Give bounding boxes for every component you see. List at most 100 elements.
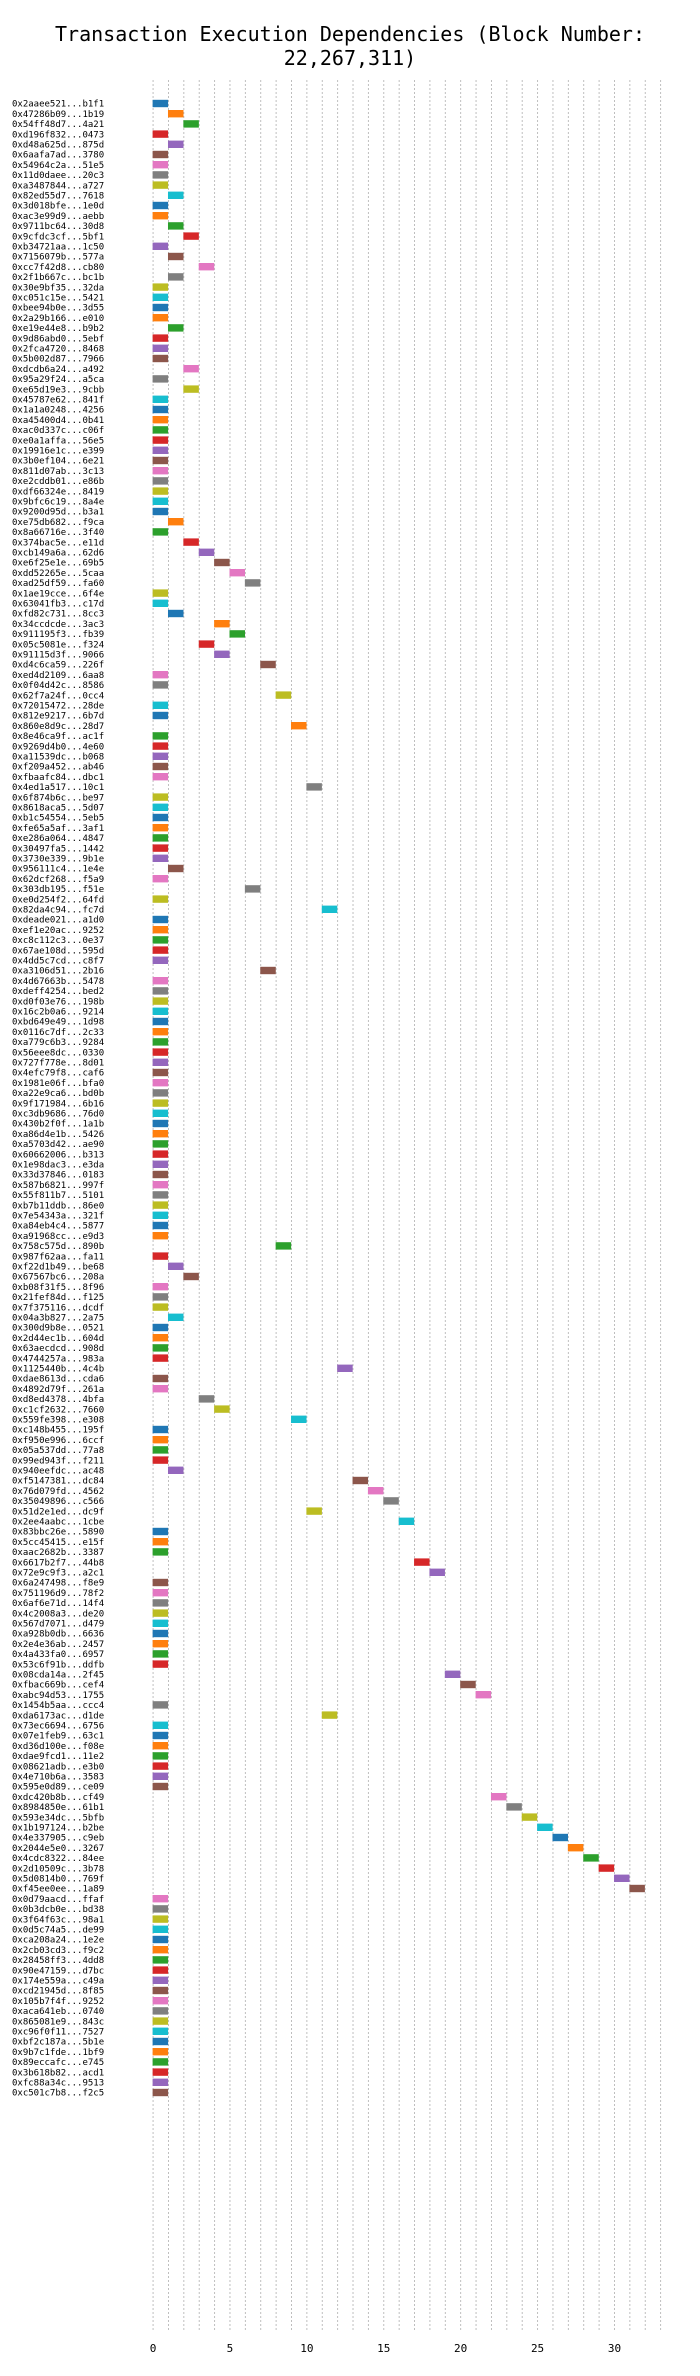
gantt-bar <box>152 1782 169 1791</box>
gantt-bar <box>152 926 169 934</box>
y-tick-label: 0x63aecdcd...908d <box>12 1344 104 1354</box>
gantt-bar <box>152 1925 169 1933</box>
gantt-bar <box>152 1997 169 2005</box>
gantt-bar <box>152 1334 169 1342</box>
y-tick-label: 0x9d86abd0...5ebf <box>12 334 104 344</box>
gantt-bar <box>214 558 230 567</box>
gantt-bar <box>183 365 199 373</box>
y-tick-label: 0xb1c54554...5eb5 <box>12 814 104 824</box>
y-tick-label: 0x727f778e...8d01 <box>12 1059 104 1069</box>
y-tick-label: 0x62f7a24f...0cc4 <box>12 691 104 701</box>
gantt-bar <box>152 344 169 352</box>
y-tick-label: 0x6f874b6c...be97 <box>12 793 104 803</box>
gantt-bar <box>152 1436 169 1444</box>
y-tick-label: 0x303db195...f51e <box>12 885 104 895</box>
gantt-bar <box>152 1385 169 1393</box>
y-tick-label: 0xfbaafc84...dbc1 <box>12 773 104 783</box>
gantt-bar <box>167 140 184 148</box>
gantt-bar <box>152 1721 169 1729</box>
y-tick-label: 0x587b6821...997f <box>12 1181 104 1191</box>
y-tick-label: 0x1125440b...4c4b <box>12 1365 104 1375</box>
y-tick-label: 0x07e1feb9...63c1 <box>12 1732 104 1742</box>
gantt-bar <box>152 711 169 720</box>
gantt-bar <box>183 120 199 128</box>
gantt-bar <box>152 1976 169 1984</box>
gantt-bar <box>167 110 184 118</box>
y-tick-label: 0x4e337905...c9eb <box>12 1834 104 1844</box>
gantt-bar <box>198 640 215 648</box>
gantt-bar <box>167 518 184 526</box>
y-tick-label: 0xdeade021...a1d0 <box>12 916 104 926</box>
gantt-bar <box>167 273 184 281</box>
y-tick-label: 0xe75db682...f9ca <box>12 518 104 528</box>
y-tick-label: 0x83bbc26e...5890 <box>12 1528 104 1538</box>
gantt-bar <box>152 2007 169 2015</box>
gantt-bar <box>460 1680 476 1689</box>
y-tick-label: 0x300d9b8e...0521 <box>12 1324 104 1334</box>
y-tick-label: 0xfc88a34c...9513 <box>12 2079 104 2089</box>
y-tick-label: 0xdf66324e...8419 <box>12 487 104 497</box>
y-tick-label: 0x1e98dac3...e3da <box>12 1161 104 1171</box>
gantt-bar <box>152 987 169 995</box>
gantt-bar <box>152 599 169 607</box>
gantt-bar <box>152 915 169 924</box>
y-tick-label: 0xd4c6ca59...226f <box>12 661 104 671</box>
gantt-bar <box>152 426 169 434</box>
gantt-bar <box>537 1823 553 1831</box>
gantt-bar <box>152 293 169 301</box>
gantt-bar <box>152 477 169 485</box>
y-tick-label: 0xed4d2109...6aa8 <box>12 671 104 681</box>
y-tick-label: 0x751196d9...78f2 <box>12 1589 104 1599</box>
y-tick-label: 0xa84eb4c4...5877 <box>12 1222 104 1232</box>
gantt-bar <box>152 1640 169 1648</box>
y-tick-label: 0xdd52265e...5caa <box>12 569 104 579</box>
gantt-bar <box>152 1130 169 1138</box>
gantt-bar <box>152 1446 169 1454</box>
gantt-bar <box>152 2088 169 2097</box>
y-tick-label: 0x1a1a0248...4256 <box>12 406 104 416</box>
y-tick-label: 0x51d2e1ed...dc9f <box>12 1507 104 1517</box>
y-tick-label: 0x1454b5aa...ccc4 <box>12 1701 104 1711</box>
gantt-bar <box>152 1303 169 1311</box>
gantt-bar <box>337 1364 353 1372</box>
y-tick-label: 0xd36d100e...f08e <box>12 1742 104 1752</box>
gantt-bar <box>152 803 169 811</box>
y-tick-label: 0xa22e9ca6...bd0b <box>12 1089 104 1099</box>
gantt-bar <box>152 1201 169 1209</box>
y-tick-label: 0xc3db9686...76d0 <box>12 1110 104 1120</box>
bars <box>152 99 645 2097</box>
y-tick-label: 0xa91968cc...e9d3 <box>12 1232 104 1242</box>
gantt-bar <box>152 1058 169 1066</box>
y-tick-label: 0x2fca4720...8468 <box>12 345 104 355</box>
y-tick-label: 0xf45ee0ee...1a89 <box>12 1885 104 1895</box>
gantt-bar <box>152 1211 169 1219</box>
y-tick-label: 0xfd82c731...8cc3 <box>12 610 104 620</box>
gantt-bar <box>152 813 169 822</box>
y-tick-label: 0x430b2f0f...1a1b <box>12 1120 104 1130</box>
y-tick-label: 0x08cda14a...2f45 <box>12 1671 104 1681</box>
y-tick-label: 0xad25df59...fa60 <box>12 579 104 589</box>
y-tick-label: 0x47286b09...1b19 <box>12 110 104 120</box>
y-tick-label: 0x9f171984...6b16 <box>12 1099 104 1109</box>
gantt-bar <box>214 1405 230 1413</box>
y-tick-label: 0x758c575d...890b <box>12 1242 104 1252</box>
gantt-bar <box>152 1578 169 1587</box>
gantt-bar <box>152 875 169 883</box>
gantt-bar <box>152 161 169 169</box>
gantt-bar <box>152 1293 169 1301</box>
y-tick-label: 0x9200d95d...b3a1 <box>12 508 104 518</box>
y-tick-label: 0x9b7c1fde...1bf9 <box>12 2048 104 2058</box>
gantt-bar <box>275 691 292 699</box>
gantt-bar <box>152 997 169 1005</box>
y-tick-label: 0x4e710b6a...3583 <box>12 1773 104 1783</box>
y-tick-label: 0x08621adb...e3b0 <box>12 1762 104 1772</box>
gantt-bar <box>152 303 169 312</box>
gantt-bar <box>152 1252 169 1260</box>
y-tick-label: 0xac3e99d9...aebb <box>12 212 104 222</box>
gantt-bar <box>152 1956 169 1964</box>
gantt-bar <box>152 1742 169 1750</box>
y-tick-label: 0x865081e9...843c <box>12 2017 104 2027</box>
y-tick-label: 0x55f811b7...5101 <box>12 1191 104 1201</box>
y-tick-label: 0x0b3dcb0e...bd38 <box>12 1905 104 1915</box>
y-tick-label: 0xe19e44e8...b9b2 <box>12 324 104 334</box>
